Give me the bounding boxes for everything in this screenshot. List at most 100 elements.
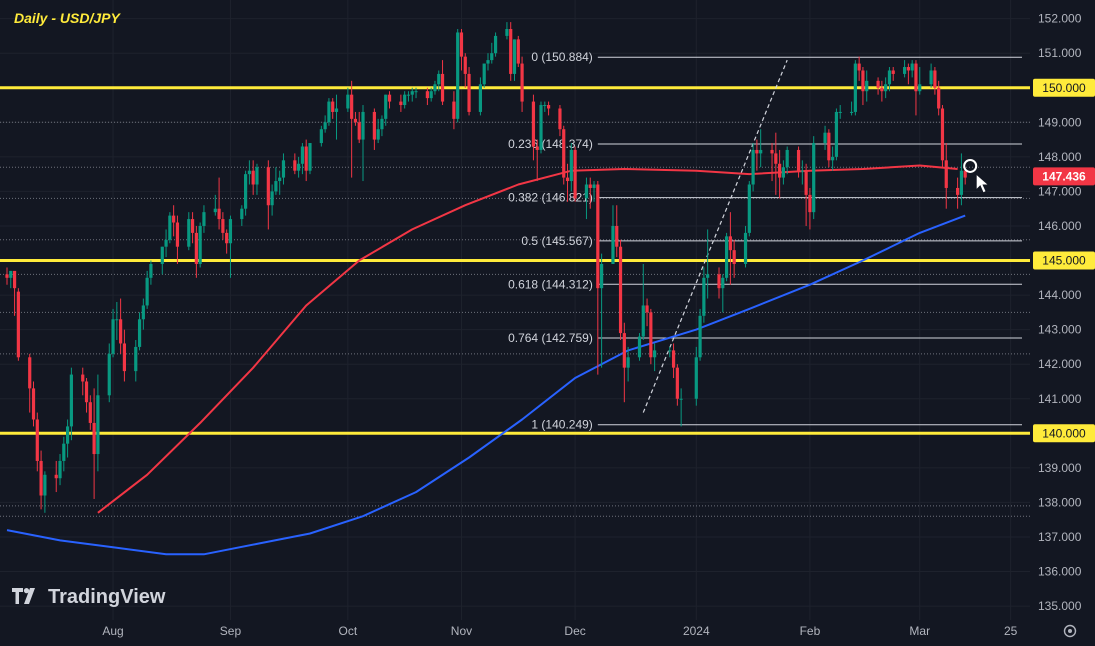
- candle-2023-08-28: [213, 194, 217, 216]
- gear-icon[interactable]: [1063, 624, 1077, 638]
- candle-2023-10-13: [387, 91, 392, 109]
- candle-body: [119, 319, 123, 344]
- candle-2024-01-19: [759, 129, 763, 168]
- candle-2023-12-11: [611, 205, 615, 264]
- candle-2024-03-08: [944, 143, 948, 209]
- candle-2023-09-11: [266, 160, 270, 230]
- candle-body: [615, 225, 619, 247]
- time-axis[interactable]: Aug Sep Oct Nov Dec 2024 Feb Mar 25: [102, 624, 1017, 638]
- candle-body: [558, 108, 562, 130]
- candle-body: [929, 70, 933, 85]
- candle-body: [384, 94, 388, 119]
- candle-body: [134, 346, 138, 372]
- price-marker-overlay: [963, 158, 991, 194]
- candle-body: [459, 32, 464, 57]
- candle-body: [853, 63, 857, 112]
- candle-body: [535, 146, 539, 150]
- candle-2023-11-01: [459, 29, 464, 71]
- fib-level-label-0: 0 (150.884): [531, 50, 592, 64]
- candle-2023-09-19: [297, 156, 301, 178]
- level-price-badge-1: [1033, 251, 1095, 270]
- candle-body: [520, 63, 524, 102]
- candle-2024-02-19: [876, 77, 880, 95]
- candle-body: [804, 170, 808, 195]
- time-tick-label: Mar: [909, 624, 930, 638]
- candle-2024-01-31: [804, 163, 808, 226]
- candle-2024-01-09: [721, 274, 725, 313]
- candle-2023-09-26: [323, 115, 327, 133]
- candle-body: [891, 70, 895, 74]
- candle-2024-03-04: [929, 63, 933, 88]
- candle-2024-02-29: [914, 60, 918, 116]
- candle-2023-07-27: [92, 388, 96, 499]
- trend-line[interactable]: [642, 59, 788, 413]
- candle-body: [387, 94, 392, 102]
- time-tick-label: Aug: [102, 624, 123, 638]
- candle-2023-12-05: [588, 177, 592, 209]
- candle-2023-08-17: [172, 205, 176, 237]
- candle-body: [800, 170, 804, 172]
- candle-body: [751, 149, 755, 185]
- candle-body: [160, 246, 164, 264]
- candle-2024-01-18: [755, 139, 759, 171]
- candle-2024-01-15: [743, 225, 748, 268]
- candle-2023-11-13: [505, 22, 509, 40]
- time-tick-label: 25: [1004, 624, 1018, 638]
- candle-body: [198, 225, 202, 264]
- candle-2023-12-06: [592, 181, 596, 202]
- price-axis[interactable]: 152.000 151.000 150.000 149.000 148.000 147.0…: [1033, 12, 1095, 613]
- candle-body: [376, 129, 380, 140]
- candle-2024-02-07: [831, 146, 835, 171]
- time-tick-label: Dec: [564, 624, 585, 638]
- candle-body: [490, 53, 494, 61]
- candle-body: [372, 111, 376, 140]
- price-tick-label: 139.000: [1038, 461, 1082, 475]
- axis-settings-button[interactable]: [1063, 624, 1077, 638]
- price-tick-label: 143.000: [1038, 323, 1082, 337]
- candle-2023-08-14: [160, 246, 164, 275]
- candle-2023-12-27: [671, 343, 676, 379]
- candle-2023-10-30: [452, 91, 456, 130]
- candle-2023-09-18: [293, 153, 297, 175]
- candle-2023-08-02: [115, 301, 119, 341]
- candle-body: [297, 163, 301, 171]
- candle-2023-09-22: [308, 143, 312, 175]
- candle-body: [865, 80, 869, 92]
- fib-level-label-5: 0.764 (142.759): [508, 331, 593, 345]
- candle-body: [164, 239, 168, 247]
- fibonacci-retracement[interactable]: 0 (150.884) 0.236 (148.374) 0.382 (146.821…: [508, 49, 1022, 433]
- candle-body: [149, 263, 153, 278]
- candle-2023-10-10: [376, 118, 380, 144]
- candle-2023-08-09: [141, 298, 145, 330]
- candle-body: [456, 32, 460, 119]
- candle-body: [937, 87, 941, 109]
- candle-body: [588, 184, 592, 188]
- candle-body: [622, 333, 626, 368]
- candle-2023-11-28: [562, 125, 566, 185]
- candle-body: [618, 246, 623, 334]
- candle-body: [175, 222, 180, 247]
- price-tick-label: 141.000: [1038, 392, 1082, 406]
- candle-2024-02-09: [838, 105, 842, 119]
- candle-2023-11-30: [569, 143, 573, 192]
- candle-body: [637, 336, 642, 358]
- candle-2024-03-01: [918, 67, 922, 95]
- candle-2023-12-22: [653, 343, 657, 372]
- candle-body: [493, 35, 498, 54]
- candle-body: [774, 153, 778, 164]
- candle-body: [641, 305, 645, 337]
- candle-body: [755, 149, 759, 154]
- dashed-trend-line[interactable]: [642, 59, 788, 413]
- candle-body: [759, 149, 763, 154]
- candle-body: [115, 319, 119, 321]
- level-price-badge-2: [1033, 424, 1095, 443]
- candle-body: [58, 460, 62, 479]
- current-price-label: 147.436: [1042, 169, 1086, 183]
- candle-body: [698, 315, 702, 358]
- candle-body: [92, 422, 96, 455]
- candle-body: [274, 181, 278, 192]
- candle-2023-07-31: [107, 343, 111, 403]
- candle-2024-02-23: [891, 67, 895, 81]
